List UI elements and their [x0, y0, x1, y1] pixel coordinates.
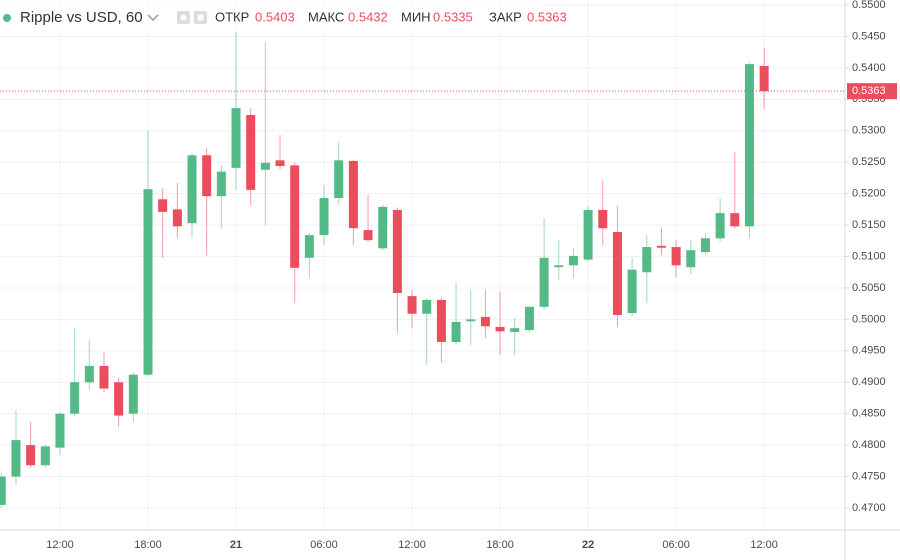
- candle-body: [378, 206, 388, 249]
- candle-body: [202, 155, 212, 197]
- candle-body: [612, 231, 622, 315]
- header-bg: [0, 4, 540, 32]
- candle-body: [495, 326, 505, 332]
- candle-body: [554, 265, 564, 268]
- candle-body: [128, 374, 138, 414]
- y-tick-label: 0.5250: [852, 156, 886, 168]
- candle-body: [158, 199, 168, 212]
- candle-body: [451, 321, 461, 343]
- y-tick-label: 0.4950: [852, 345, 886, 357]
- candle-body: [275, 160, 285, 166]
- candle-body: [671, 247, 681, 266]
- candle-body: [686, 250, 696, 268]
- y-tick-label: 0.4700: [852, 502, 886, 514]
- candle-body: [26, 445, 36, 466]
- candle-body: [348, 160, 358, 229]
- high-label: МАКС: [308, 9, 344, 24]
- y-tick-label: 0.5050: [852, 282, 886, 294]
- candle-body: [539, 257, 549, 307]
- candle-body: [759, 66, 769, 92]
- x-tick-label: 21: [230, 539, 242, 551]
- y-tick-label: 0.5100: [852, 250, 886, 262]
- y-tick-label: 0.4850: [852, 408, 886, 420]
- candle-body: [99, 365, 109, 389]
- candle-body: [407, 296, 417, 314]
- y-tick-label: 0.5000: [852, 313, 886, 325]
- x-tick-label: 12:00: [750, 539, 778, 551]
- settings-icon-inner: [197, 14, 204, 21]
- candle-body: [290, 165, 300, 268]
- close-value: 0.5363: [527, 9, 567, 24]
- candle-body: [114, 382, 124, 416]
- open-value: 0.5403: [255, 9, 295, 24]
- high-value: 0.5432: [348, 9, 388, 24]
- candle-body: [568, 255, 578, 266]
- low-value: 0.5335: [433, 9, 473, 24]
- y-tick-label: 0.5300: [852, 125, 886, 137]
- low-label: МИН: [401, 9, 431, 24]
- close-label: ЗАКР: [489, 9, 522, 24]
- candle-body: [246, 115, 256, 190]
- price-tag-label: 0.5363: [852, 85, 886, 97]
- candle-body: [744, 64, 754, 227]
- candle-body: [231, 108, 241, 168]
- candle-body: [510, 328, 520, 332]
- candle-body: [334, 160, 344, 199]
- y-tick-label: 0.5150: [852, 219, 886, 231]
- y-tick-label: 0.5400: [852, 62, 886, 74]
- x-tick-label: 22: [582, 539, 594, 551]
- candles: [0, 20, 845, 508]
- x-tick-label: 06:00: [310, 539, 338, 551]
- candle-body: [319, 198, 329, 236]
- candle-body: [598, 209, 608, 229]
- candle-body: [304, 235, 314, 258]
- candle-body: [216, 171, 226, 197]
- candle-body: [656, 245, 666, 248]
- candle-body: [715, 213, 725, 239]
- y-tick-label: 0.5450: [852, 30, 886, 42]
- candle-body: [84, 365, 94, 383]
- candle-body: [55, 413, 65, 448]
- y-tick-label: 0.5500: [852, 0, 886, 11]
- open-label: ОТКР: [215, 9, 249, 24]
- candle-body: [700, 238, 710, 253]
- candle-body: [627, 269, 637, 314]
- candle-body: [642, 247, 652, 273]
- status-dot: [3, 14, 11, 22]
- candle-body: [260, 162, 270, 170]
- x-tick-label: 12:00: [46, 539, 74, 551]
- candle-body: [730, 213, 740, 227]
- eye-icon-pupil: [180, 14, 187, 21]
- y-tick-label: 0.4800: [852, 439, 886, 451]
- candle-body: [466, 319, 476, 322]
- candle-body: [70, 382, 80, 414]
- x-tick-label: 06:00: [662, 539, 690, 551]
- candle-body: [363, 230, 373, 241]
- candle-body: [11, 440, 21, 477]
- dropdown-icon[interactable]: [147, 14, 159, 22]
- x-tick-label: 18:00: [486, 539, 514, 551]
- candle-body: [172, 209, 182, 227]
- candle-body: [0, 476, 6, 505]
- candle-body: [480, 316, 490, 327]
- candle-body: [40, 446, 50, 466]
- chart-title: Ripple vs USD, 60: [20, 9, 143, 26]
- candle-body: [143, 189, 153, 375]
- price-tag: [847, 83, 897, 100]
- header: Ripple vs USD, 60 ОТКР 0.5403 МАКС 0.543…: [0, 4, 567, 32]
- candle-body: [392, 209, 402, 293]
- x-tick-label: 12:00: [398, 539, 426, 551]
- axes: 0.4700 0.4750 0.4800 0.4850 0.4900 0.4950 0.50…: [46, 0, 897, 551]
- y-tick-label: 0.5200: [852, 188, 886, 200]
- y-tick-label: 0.4750: [852, 470, 886, 482]
- y-tick-label: 0.4900: [852, 376, 886, 388]
- grid: [0, 0, 845, 530]
- x-tick-label: 18:00: [134, 539, 162, 551]
- candle-body: [524, 306, 534, 331]
- candle-body: [436, 299, 446, 343]
- candle-body: [583, 209, 593, 260]
- candle-body: [187, 155, 197, 224]
- candle-body: [422, 299, 432, 314]
